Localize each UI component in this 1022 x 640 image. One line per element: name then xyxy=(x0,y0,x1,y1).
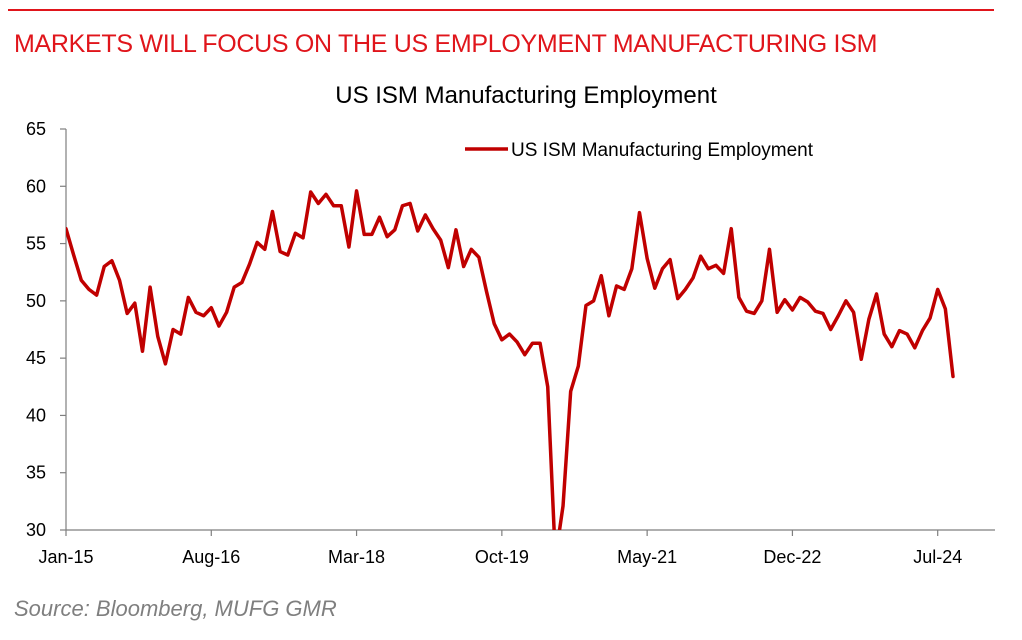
y-tick-label: 55 xyxy=(26,234,46,254)
y-tick-label: 40 xyxy=(26,405,46,425)
x-tick-label: Aug-16 xyxy=(182,547,240,567)
x-tick-label: Dec-22 xyxy=(763,547,821,567)
top-rule xyxy=(8,9,994,11)
y-tick-label: 35 xyxy=(26,463,46,483)
legend-label: US ISM Manufacturing Employment xyxy=(511,140,814,161)
x-axis: Jan-15 Aug-16 Mar-18 Oct-19 May-21 Dec-22 Jul-… xyxy=(38,529,995,567)
chart-title: US ISM Manufacturing Employment xyxy=(335,82,717,109)
chart: US ISM Manufacturing Employment 30 35 40 45… xyxy=(26,82,995,567)
x-tick-label: Mar-18 xyxy=(328,547,385,567)
y-axis: 30 35 40 45 50 55 60 65 xyxy=(26,119,67,540)
headline: MARKETS WILL FOCUS ON THE US EMPLOYMENT … xyxy=(14,30,878,58)
x-tick-label: May-21 xyxy=(617,547,677,567)
source-note: Source: Bloomberg, MUFG GMR xyxy=(14,596,337,621)
y-tick-label: 45 xyxy=(26,348,46,368)
y-tick-label: 65 xyxy=(26,119,46,139)
y-tick-label: 30 xyxy=(26,520,46,540)
x-tick-label: Jul-24 xyxy=(913,547,962,567)
y-tick-label: 60 xyxy=(26,176,46,196)
x-tick-label: Jan-15 xyxy=(38,547,93,567)
series-line xyxy=(66,189,955,530)
legend: US ISM Manufacturing Employment xyxy=(465,140,814,161)
y-tick-label: 50 xyxy=(26,291,46,311)
series-layer xyxy=(66,189,955,530)
x-tick-label: Oct-19 xyxy=(475,547,529,567)
